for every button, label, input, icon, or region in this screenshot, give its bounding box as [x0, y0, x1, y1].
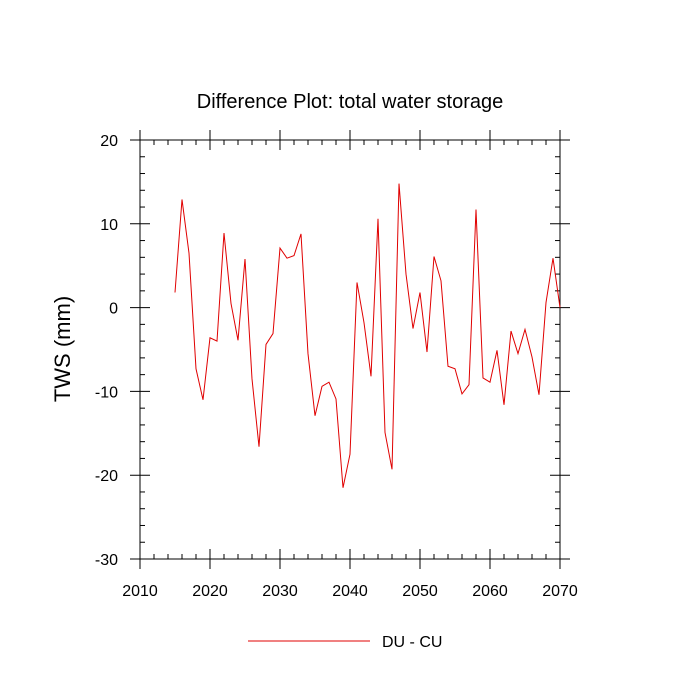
x-tick-label: 2060 [472, 583, 508, 600]
x-tick-label: 2020 [192, 583, 228, 600]
y-tick-label: 0 [109, 301, 118, 318]
legend: DU - CU [248, 634, 442, 651]
chart-title: Difference Plot: total water storage [197, 91, 503, 113]
tick-labels: 2010 2020 2030 2040 2050 2060 2070 -30 -20 -10 0 10… [95, 133, 578, 600]
x-tick-label: 2070 [542, 583, 578, 600]
y-tick-label: -20 [95, 468, 118, 485]
x-tick-label: 2040 [332, 583, 368, 600]
y-tick-label: 10 [100, 217, 118, 234]
y-axis-label: TWS (mm) [50, 296, 75, 402]
x-tick-label: 2050 [402, 583, 438, 600]
y-tick-label: -10 [95, 384, 118, 401]
y-tick-label: -30 [95, 552, 118, 569]
plot-frame [139, 139, 561, 560]
minor-ticks [140, 140, 560, 559]
y-tick-label: 20 [100, 133, 118, 150]
legend-label: DU - CU [382, 634, 442, 651]
series-layer [174, 183, 561, 488]
series-line [174, 183, 561, 488]
x-tick-label: 2030 [262, 583, 298, 600]
x-tick-label: 2010 [122, 583, 158, 600]
major-ticks [130, 130, 570, 569]
